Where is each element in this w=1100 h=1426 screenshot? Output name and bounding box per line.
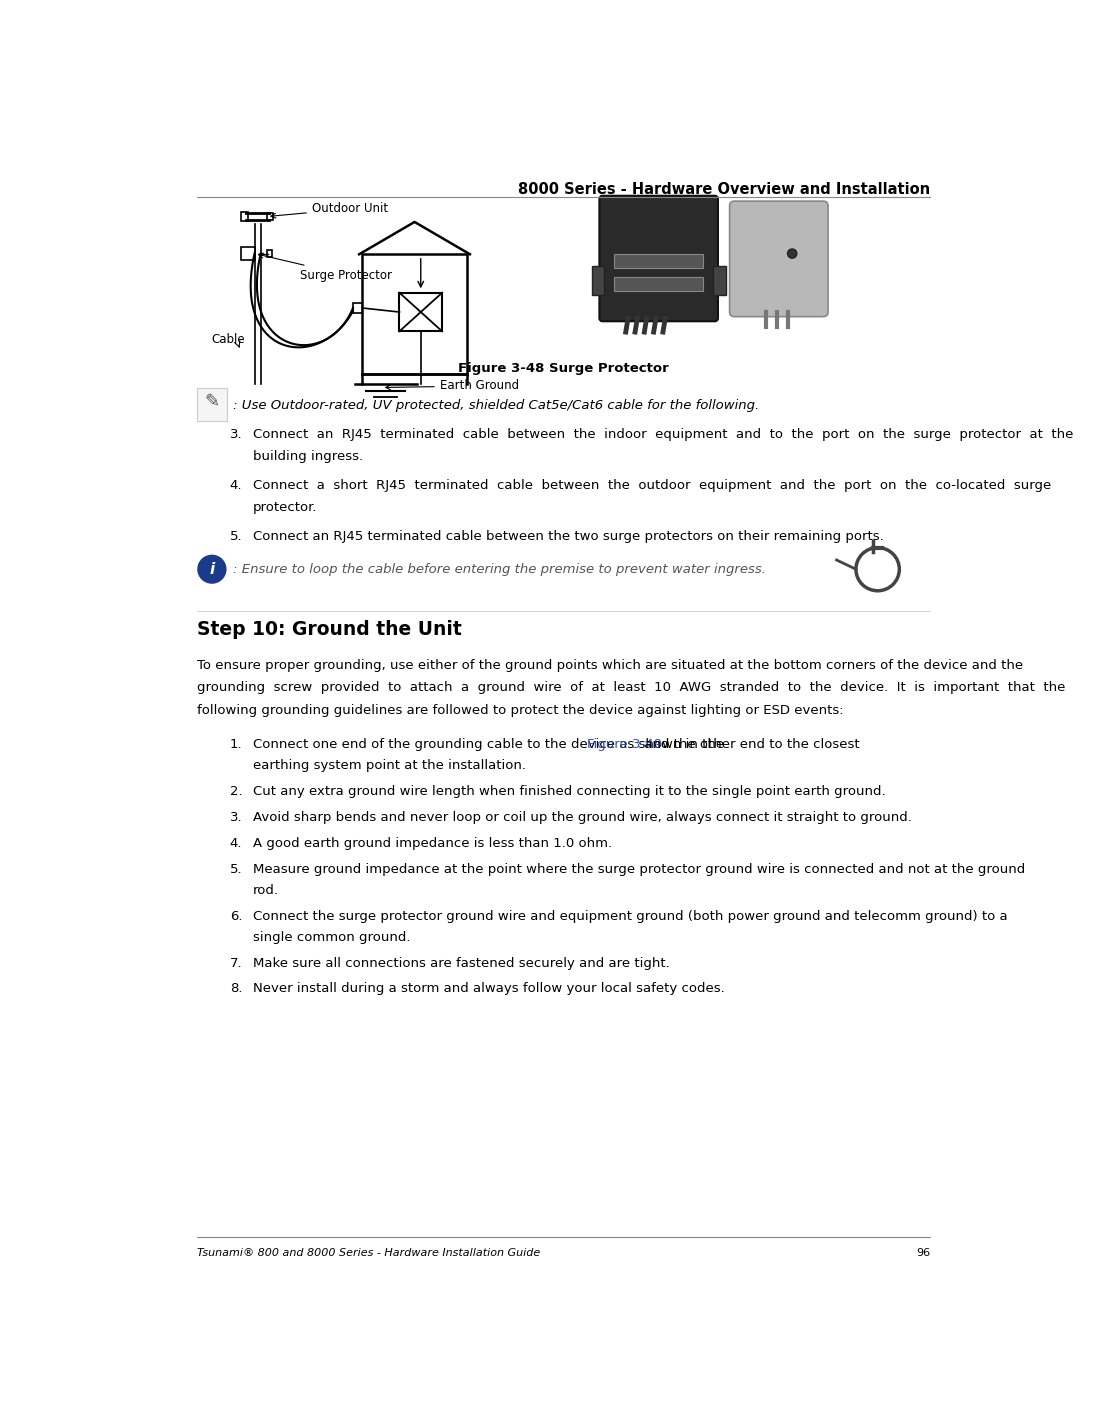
Text: i: i (209, 562, 214, 576)
Text: : Use Outdoor-rated, UV protected, shielded Cat5e/Cat6 cable for the following.: : Use Outdoor-rated, UV protected, shiel… (233, 399, 759, 412)
Text: single common ground.: single common ground. (253, 931, 410, 944)
Bar (713, 265, 726, 295)
Text: Tsunami® 800 and 8000 Series - Hardware Installation Guide: Tsunami® 800 and 8000 Series - Hardware … (197, 1248, 540, 1258)
Text: Step 10: Ground the Unit: Step 10: Ground the Unit (197, 620, 462, 639)
Text: Avoid sharp bends and never loop or coil up the ground wire, always connect it s: Avoid sharp bends and never loop or coil… (253, 811, 912, 824)
Text: rod.: rod. (253, 884, 279, 897)
Text: Earth Ground: Earth Ground (386, 379, 519, 392)
Text: Connect the surge protector ground wire and equipment ground (both power ground : Connect the surge protector ground wire … (253, 910, 1008, 923)
Text: 3.: 3. (230, 811, 242, 824)
Circle shape (788, 250, 796, 258)
Bar (241, 247, 254, 260)
Text: Cable: Cable (211, 334, 244, 347)
Text: protector.: protector. (253, 501, 318, 513)
Text: 8000 Series - Hardware Overview and Installation: 8000 Series - Hardware Overview and Inst… (518, 183, 931, 197)
Text: 5.: 5. (230, 863, 242, 876)
Text: 4.: 4. (230, 479, 242, 492)
Text: 7.: 7. (230, 957, 242, 970)
Text: 2.: 2. (230, 786, 242, 799)
Text: 8.: 8. (230, 983, 242, 995)
Text: Cut any extra ground wire length when finished connecting it to the single point: Cut any extra ground wire length when fi… (253, 786, 886, 799)
Bar (399, 292, 442, 331)
Text: following grounding guidelines are followed to protect the device against lighti: following grounding guidelines are follo… (197, 704, 844, 717)
Bar (614, 278, 703, 291)
Text: 3.: 3. (230, 428, 242, 441)
Bar (592, 265, 604, 295)
Text: 6.: 6. (230, 910, 242, 923)
Text: Surge Protector: Surge Protector (258, 254, 393, 281)
Bar (267, 214, 273, 220)
Text: : Ensure to loop the cable before entering the premise to prevent water ingress.: : Ensure to loop the cable before enteri… (233, 563, 766, 576)
Text: Make sure all connections are fastened securely and are tight.: Make sure all connections are fastened s… (253, 957, 670, 970)
Text: Connect an RJ45 terminated cable between the two surge protectors on their remai: Connect an RJ45 terminated cable between… (253, 530, 883, 543)
FancyBboxPatch shape (729, 201, 828, 317)
Text: Outdoor Unit: Outdoor Unit (271, 202, 388, 218)
Text: Connect one end of the grounding cable to the device as shown in the: Connect one end of the grounding cable t… (253, 739, 728, 752)
Text: A good earth ground impedance is less than 1.0 ohm.: A good earth ground impedance is less th… (253, 837, 612, 850)
Text: 4.: 4. (230, 837, 242, 850)
Text: Never install during a storm and always follow your local safety codes.: Never install during a storm and always … (253, 983, 725, 995)
Text: building ingress.: building ingress. (253, 449, 363, 463)
Text: Connect  an  RJ45  terminated  cable  between  the  indoor  equipment  and  to  : Connect an RJ45 terminated cable between… (253, 428, 1074, 441)
Bar (353, 302, 362, 314)
Text: Figure 3-49: Figure 3-49 (587, 739, 662, 752)
Text: and the other end to the closest: and the other end to the closest (640, 739, 860, 752)
Circle shape (198, 555, 226, 583)
Bar (362, 254, 466, 374)
Text: To ensure proper grounding, use either of the ground points which are situated a: To ensure proper grounding, use either o… (197, 659, 1023, 672)
Text: earthing system point at the installation.: earthing system point at the installatio… (253, 760, 526, 773)
Bar (614, 254, 703, 268)
Text: Figure 3-48 Surge Protector: Figure 3-48 Surge Protector (459, 362, 669, 375)
Text: 5.: 5. (230, 530, 242, 543)
FancyBboxPatch shape (600, 195, 718, 321)
Text: ✎: ✎ (205, 392, 220, 411)
Text: grounding  screw  provided  to  attach  a  ground  wire  of  at  least  10  AWG : grounding screw provided to attach a gro… (197, 682, 1066, 694)
Bar (197, 388, 227, 421)
Bar (241, 212, 249, 221)
Text: Connect  a  short  RJ45  terminated  cable  between  the  outdoor  equipment  an: Connect a short RJ45 terminated cable be… (253, 479, 1052, 492)
Text: Measure ground impedance at the point where the surge protector ground wire is c: Measure ground impedance at the point wh… (253, 863, 1025, 876)
Text: 1.: 1. (230, 739, 242, 752)
Bar (267, 251, 273, 257)
Text: 96: 96 (916, 1248, 931, 1258)
